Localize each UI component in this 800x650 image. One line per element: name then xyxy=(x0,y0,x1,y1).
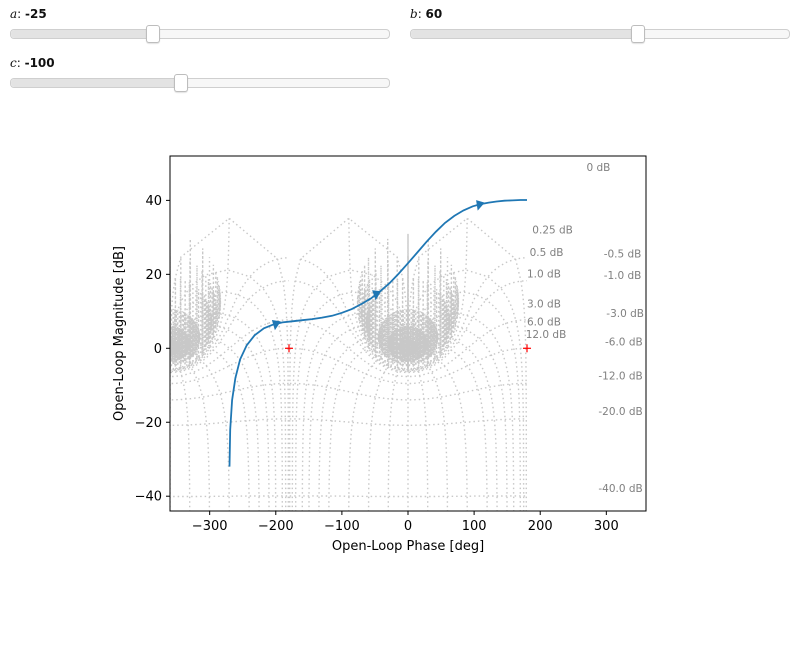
grid-label: 12.0 dB xyxy=(526,329,567,341)
slider-a: a: -25 xyxy=(10,6,390,43)
slider-b-label: b: 60 xyxy=(410,7,443,21)
slider-a-name: a xyxy=(10,7,18,21)
n-contour xyxy=(170,347,171,350)
y-tick-label: −40 xyxy=(135,490,162,505)
n-contour xyxy=(407,217,527,511)
n-contour xyxy=(348,347,408,511)
m-contour xyxy=(170,338,181,357)
grid-label: -12.0 dB xyxy=(598,371,642,383)
grid-label: 0.5 dB xyxy=(530,247,564,259)
slider-b-track[interactable] xyxy=(410,25,790,43)
grid-label: -1.0 dB xyxy=(604,270,642,282)
direction-arrow xyxy=(476,200,485,211)
y-tick-label: 0 xyxy=(154,342,162,357)
x-tick-label: −300 xyxy=(192,519,228,534)
slider-c-fill xyxy=(11,79,182,87)
grid-label: -40.0 dB xyxy=(598,483,642,495)
grid-label: 6.0 dB xyxy=(527,316,561,328)
slider-b-value: 60 xyxy=(425,7,443,21)
n-contour xyxy=(170,336,260,511)
slider-b-thumb[interactable] xyxy=(630,25,645,43)
grid-label: -20.0 dB xyxy=(598,406,642,418)
n-contour xyxy=(170,217,289,511)
n-contour xyxy=(407,347,429,511)
slider-a-thumb[interactable] xyxy=(145,25,160,43)
n-contour xyxy=(170,343,250,511)
grid-label: 1.0 dB xyxy=(527,268,561,280)
m-contour xyxy=(360,255,456,371)
n-contour xyxy=(170,347,191,511)
critical-point xyxy=(285,344,293,353)
m-contour xyxy=(170,276,213,370)
m-contour xyxy=(170,325,191,363)
grid-label: -3.0 dB xyxy=(606,308,644,320)
grid-labels: 0 dB 0.25 dB 0.5 dB 1.0 dB 3.0 dB 6.0 dB12.0 … xyxy=(526,162,644,495)
slider-c-thumb[interactable] xyxy=(174,74,189,92)
n-contour xyxy=(328,343,409,511)
x-tick-label: −100 xyxy=(324,519,360,534)
x-tick-label: 0 xyxy=(404,519,412,534)
m-contour xyxy=(289,382,527,401)
direction-arrow xyxy=(372,290,382,301)
m-contour xyxy=(289,418,527,426)
series-line xyxy=(228,199,527,467)
y-tick-label: −20 xyxy=(135,416,162,431)
grid-label: 0 dB xyxy=(587,162,611,174)
n-contour xyxy=(170,347,171,349)
slider-b: b: 60 xyxy=(410,6,790,43)
m-contour xyxy=(365,276,451,370)
grid-label: 0.25 dB xyxy=(532,225,573,237)
critical-point xyxy=(523,344,531,353)
direction-arrow xyxy=(271,320,281,331)
n-contour xyxy=(170,347,171,350)
slider-a-fill xyxy=(11,30,153,38)
slider-a-track[interactable] xyxy=(10,25,390,43)
x-axis-label: Open-Loop Phase [deg] xyxy=(332,539,484,554)
y-axis-label: Open-Loop Magnitude [dB] xyxy=(112,246,127,421)
slider-a-value: -25 xyxy=(25,7,47,21)
slider-c-value: -100 xyxy=(24,56,55,70)
grid-label: -0.5 dB xyxy=(604,249,642,261)
n-contour xyxy=(289,217,409,511)
m-contour xyxy=(377,308,439,367)
m-contour xyxy=(387,325,429,363)
series-layer xyxy=(228,199,527,467)
y-tick-label: 20 xyxy=(145,268,162,283)
x-tick-label: 200 xyxy=(528,519,553,534)
m-contour xyxy=(289,495,527,498)
slider-c-track[interactable] xyxy=(10,74,390,92)
y-axis-ticks: −40 −20 0 20 40 xyxy=(135,194,170,505)
grid-label: 3.0 dB xyxy=(527,299,561,311)
n-contour xyxy=(408,347,468,511)
n-contour xyxy=(407,343,488,511)
grid-label: -6.0 dB xyxy=(605,336,643,348)
slider-b-fill xyxy=(411,30,638,38)
n-contour xyxy=(387,347,409,511)
n-contour xyxy=(318,336,409,511)
n-contour xyxy=(170,347,230,511)
x-tick-label: 100 xyxy=(462,519,487,534)
x-tick-label: 300 xyxy=(594,519,619,534)
slider-a-label: a: -25 xyxy=(10,7,47,21)
x-tick-label: −200 xyxy=(258,519,294,534)
m-contour xyxy=(397,338,419,357)
y-tick-label: 40 xyxy=(145,194,162,209)
slider-b-name: b xyxy=(410,7,418,21)
slider-c-name: c xyxy=(10,56,17,70)
n-contour xyxy=(407,336,498,511)
slider-c-label: c: -100 xyxy=(10,56,55,70)
slider-c: c: -100 xyxy=(10,55,390,92)
critical-point-markers xyxy=(285,344,531,353)
x-axis-ticks: −300 −200 −100 0 100 200 300 xyxy=(192,511,619,534)
